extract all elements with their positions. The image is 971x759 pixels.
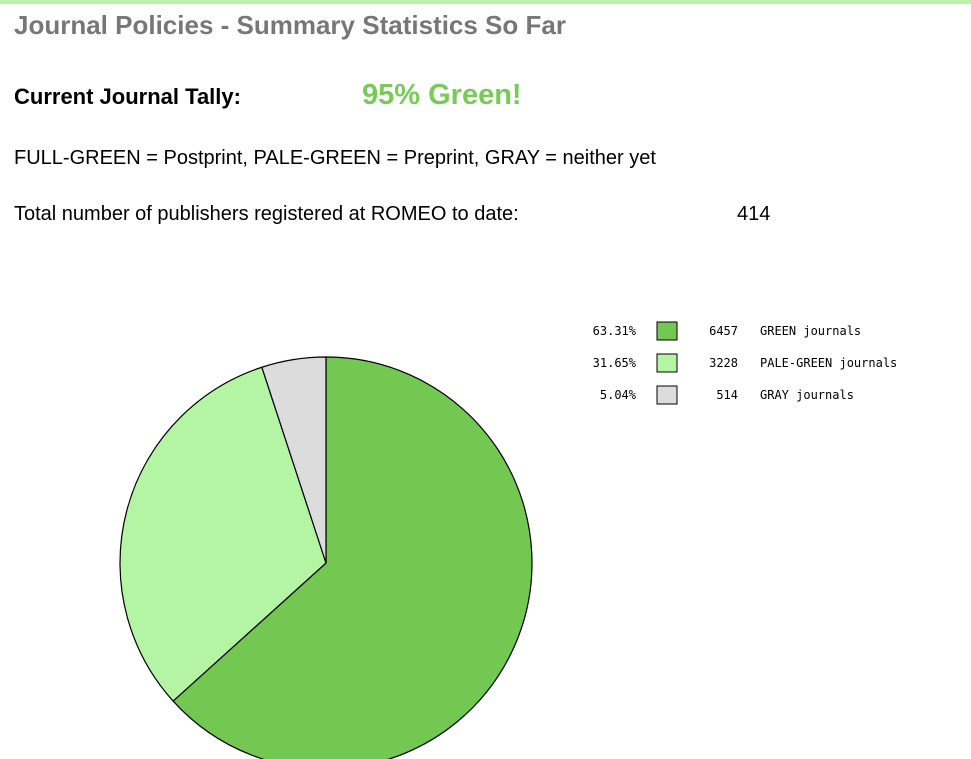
pie-slice: [119, 366, 327, 702]
publishers-count: 414: [737, 203, 770, 225]
legend-percent: 63.31%: [593, 324, 637, 338]
pie-slice: [261, 356, 327, 564]
publishers-label: Total number of publishers registered at…: [14, 203, 519, 225]
legend-swatch: [656, 353, 678, 373]
legend-count: 6457: [709, 324, 738, 338]
legend-swatch: [656, 385, 678, 405]
legend-percent: 5.04%: [600, 388, 637, 402]
legend-count: 514: [716, 388, 738, 402]
tally-label: Current Journal Tally:: [14, 84, 241, 109]
page-title: Journal Policies - Summary Statistics So…: [14, 10, 566, 40]
legend-name: GRAY journals: [760, 388, 854, 402]
key-line: FULL-GREEN = Postprint, PALE-GREEN = Pre…: [14, 147, 656, 169]
legend-name: GREEN journals: [760, 324, 861, 338]
legend-count: 3228: [709, 356, 738, 370]
tally-value: 95% Green!: [362, 79, 522, 111]
legend-name: PALE-GREEN journals: [760, 356, 897, 370]
legend-percent: 31.65%: [593, 356, 637, 370]
legend-swatch: [656, 321, 678, 341]
pie-slice: [172, 356, 533, 759]
top-border: [0, 0, 971, 4]
